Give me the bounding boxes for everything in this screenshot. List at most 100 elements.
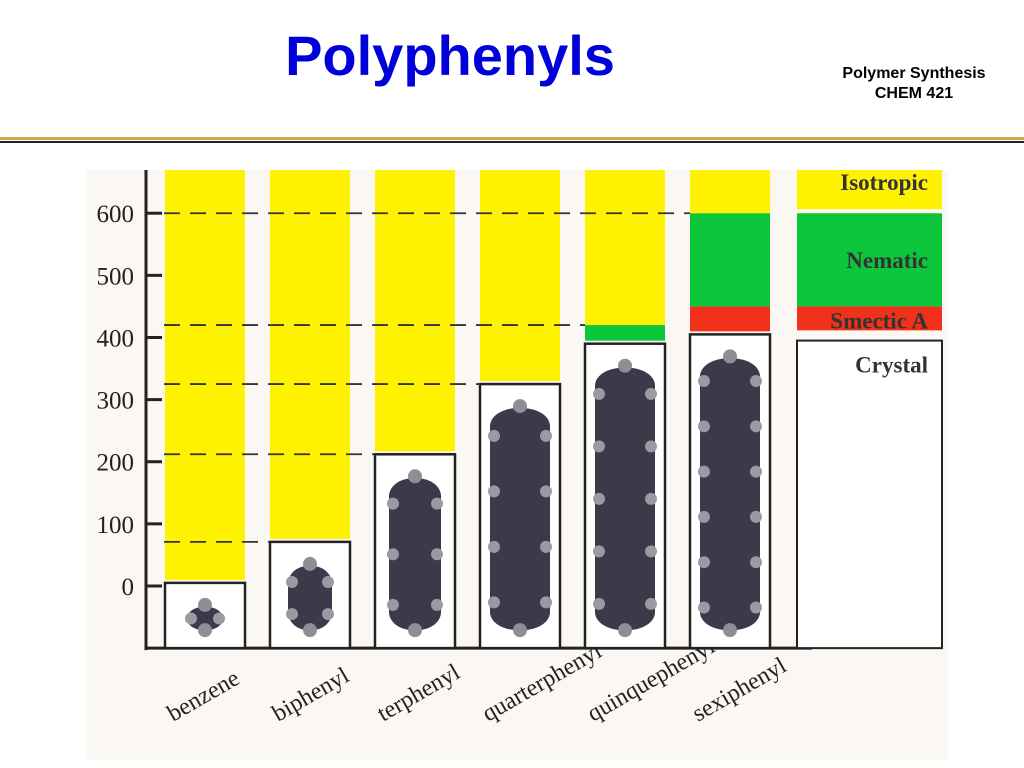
molecule-atom-quarterphenyl bbox=[540, 429, 552, 442]
legend-label-crystal: Crystal bbox=[855, 353, 928, 378]
molecule-atom-biphenyl bbox=[322, 608, 334, 621]
molecule-atom-sexiphenyl bbox=[698, 420, 710, 433]
molecule-atom-quarterphenyl bbox=[513, 623, 527, 638]
molecule-atom-sexiphenyl bbox=[698, 510, 710, 523]
molecule-atom-terphenyl bbox=[408, 623, 422, 638]
molecule-model-sexiphenyl bbox=[698, 349, 762, 638]
molecule-atom-sexiphenyl bbox=[750, 420, 762, 433]
x-tick-label-biphenyl: biphenyl bbox=[268, 663, 354, 728]
molecule-atom-quinquephenyl bbox=[593, 440, 605, 453]
phase-chart: 0 100 200 300 400 500 600 benzene biphenyl terphe… bbox=[97, 151, 943, 728]
molecule-atom-quarterphenyl bbox=[513, 399, 527, 414]
course-code: CHEM 421 bbox=[874, 85, 954, 102]
molecule-body-quarterphenyl bbox=[490, 408, 550, 631]
molecule-model-biphenyl bbox=[286, 556, 334, 638]
y-tick-label-500: 500 bbox=[97, 263, 135, 290]
molecule-atom-benzene bbox=[198, 597, 212, 612]
molecule-atom-quarterphenyl bbox=[540, 540, 552, 553]
molecule-model-benzene bbox=[185, 597, 225, 638]
molecule-atom-benzene bbox=[185, 612, 197, 625]
molecule-atom-biphenyl bbox=[286, 608, 298, 621]
bar-terphenyl-isotropic bbox=[375, 166, 455, 452]
molecule-atom-sexiphenyl bbox=[750, 465, 762, 478]
x-tick-label-terphenyl: terphenyl bbox=[373, 659, 465, 727]
bar-quarterphenyl-isotropic bbox=[480, 166, 560, 382]
molecule-atom-terphenyl bbox=[408, 469, 422, 484]
y-tick-label-200: 200 bbox=[97, 450, 135, 477]
molecule-atom-sexiphenyl bbox=[698, 375, 710, 388]
course-label: Polymer Synthesis CHEM 421 bbox=[814, 64, 1014, 104]
molecule-atom-quarterphenyl bbox=[488, 429, 500, 442]
legend-swatch-nematic bbox=[797, 213, 942, 307]
molecule-atom-sexiphenyl bbox=[750, 510, 762, 523]
molecule-body-quinquephenyl bbox=[595, 367, 655, 631]
molecule-model-quarterphenyl bbox=[488, 399, 552, 638]
bar-quinquephenyl-isotropic bbox=[585, 166, 665, 326]
molecule-atom-biphenyl bbox=[303, 556, 317, 571]
molecule-atom-terphenyl bbox=[431, 548, 443, 561]
slide-title: Polyphenyls bbox=[285, 24, 615, 87]
molecule-atom-sexiphenyl bbox=[723, 623, 737, 638]
molecule-atom-quinquephenyl bbox=[645, 492, 657, 505]
y-tick-label-100: 100 bbox=[97, 512, 135, 539]
molecule-atom-quinquephenyl bbox=[645, 387, 657, 400]
molecule-atom-sexiphenyl bbox=[698, 556, 710, 569]
molecule-atom-benzene bbox=[213, 612, 225, 625]
bar-benzene-isotropic bbox=[165, 166, 245, 580]
molecule-atom-quinquephenyl bbox=[593, 597, 605, 610]
molecule-atom-sexiphenyl bbox=[750, 375, 762, 388]
molecule-atom-quarterphenyl bbox=[488, 485, 500, 498]
molecule-atom-biphenyl bbox=[322, 575, 334, 588]
molecule-atom-sexiphenyl bbox=[698, 601, 710, 614]
bar-sexiphenyl-nematic bbox=[690, 213, 770, 307]
x-tick-label-benzene: benzene bbox=[163, 665, 244, 727]
y-tick-label-0: 0 bbox=[122, 574, 135, 601]
molecule-model-quinquephenyl bbox=[593, 358, 657, 638]
molecule-atom-sexiphenyl bbox=[723, 349, 737, 364]
y-tick-label-300: 300 bbox=[97, 388, 135, 415]
molecule-atom-terphenyl bbox=[431, 598, 443, 611]
molecule-atom-quinquephenyl bbox=[593, 545, 605, 558]
molecule-body-benzene bbox=[187, 606, 223, 631]
course-name: Polymer Synthesis bbox=[842, 65, 986, 82]
molecule-atom-quarterphenyl bbox=[488, 596, 500, 609]
divider-gold-line bbox=[0, 137, 1024, 140]
molecule-body-biphenyl bbox=[288, 565, 332, 631]
molecule-atom-quarterphenyl bbox=[488, 540, 500, 553]
molecule-atom-sexiphenyl bbox=[750, 556, 762, 569]
bar-biphenyl-isotropic bbox=[270, 166, 350, 539]
molecule-atom-terphenyl bbox=[387, 598, 399, 611]
molecule-atom-terphenyl bbox=[387, 497, 399, 510]
bar-sexiphenyl-isotropic bbox=[690, 166, 770, 214]
molecule-atom-biphenyl bbox=[286, 575, 298, 588]
molecule-atom-sexiphenyl bbox=[750, 601, 762, 614]
molecule-atom-terphenyl bbox=[431, 497, 443, 510]
molecule-atom-biphenyl bbox=[303, 623, 317, 638]
molecule-atom-quinquephenyl bbox=[645, 597, 657, 610]
divider-black-line bbox=[0, 141, 1024, 143]
legend-label-smectic-a: Smectic A bbox=[830, 308, 928, 333]
legend-swatch-smectic-a bbox=[797, 306, 942, 331]
bar-sexiphenyl-smectic-a bbox=[690, 306, 770, 332]
molecule-atom-quinquephenyl bbox=[645, 440, 657, 453]
molecule-atom-quarterphenyl bbox=[540, 485, 552, 498]
legend-label-nematic: Nematic bbox=[846, 248, 928, 273]
y-tick-label-600: 600 bbox=[97, 201, 135, 228]
legend-label-isotropic: Isotropic bbox=[840, 170, 928, 195]
molecule-atom-quinquephenyl bbox=[618, 623, 632, 638]
molecule-body-sexiphenyl bbox=[700, 358, 760, 631]
molecule-atom-quinquephenyl bbox=[593, 387, 605, 400]
molecule-model-terphenyl bbox=[387, 469, 443, 638]
legend-swatch-crystal bbox=[796, 339, 943, 650]
molecule-atom-quinquephenyl bbox=[645, 545, 657, 558]
molecule-atom-quinquephenyl bbox=[618, 358, 632, 373]
bar-quinquephenyl-nematic bbox=[585, 325, 665, 341]
molecule-atom-quarterphenyl bbox=[540, 596, 552, 609]
molecule-atom-terphenyl bbox=[387, 548, 399, 561]
molecule-atom-sexiphenyl bbox=[698, 465, 710, 478]
y-tick-label-400: 400 bbox=[97, 325, 135, 352]
phase-diagram-figure: 0 100 200 300 400 500 600 benzene biphenyl terphe… bbox=[86, 151, 948, 760]
molecule-body-terphenyl bbox=[389, 478, 441, 631]
molecule-atom-benzene bbox=[198, 623, 212, 638]
molecule-atom-quinquephenyl bbox=[593, 492, 605, 505]
